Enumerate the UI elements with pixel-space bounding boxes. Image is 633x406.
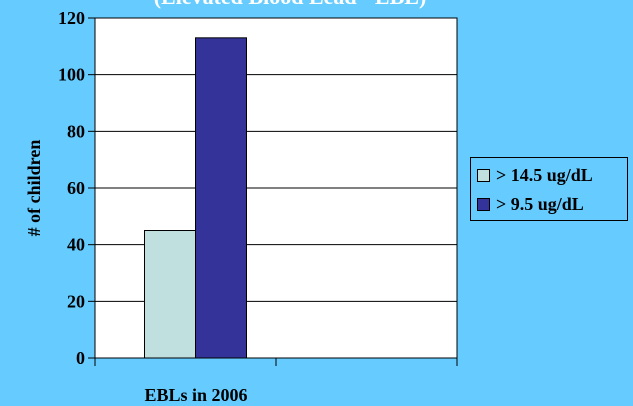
legend-swatch-dark <box>477 197 490 211</box>
y-tick-label: 120 <box>58 8 85 28</box>
legend-swatch-light <box>477 168 490 182</box>
y-tick-label: 0 <box>76 348 85 368</box>
y-axis-title: # of children <box>24 140 44 237</box>
y-tick-label: 80 <box>67 121 85 141</box>
y-axis-ticks: 0 20 40 60 80 100 120 <box>58 8 95 368</box>
y-tick-label: 20 <box>67 291 85 311</box>
chart-title: (Elevated Blood Lead - EBL) <box>154 0 427 9</box>
x-axis-category-label: EBLs in 2006 <box>144 385 247 405</box>
bar-series-2 <box>195 37 247 359</box>
bars <box>144 37 247 359</box>
legend-item-series-2: > 9.5 ug/dL <box>477 193 584 215</box>
legend-item-series-1: > 14.5 ug/dL <box>477 164 593 186</box>
y-tick-label: 40 <box>67 235 85 255</box>
legend-label: > 9.5 ug/dL <box>496 193 584 214</box>
bar-series-1 <box>144 230 196 359</box>
y-tick-label: 100 <box>58 65 85 85</box>
legend: > 14.5 ug/dL > 9.5 ug/dL <box>470 157 628 221</box>
grid-lines <box>95 17 457 302</box>
y-tick-label: 60 <box>67 178 85 198</box>
legend-label: > 14.5 ug/dL <box>496 164 593 185</box>
